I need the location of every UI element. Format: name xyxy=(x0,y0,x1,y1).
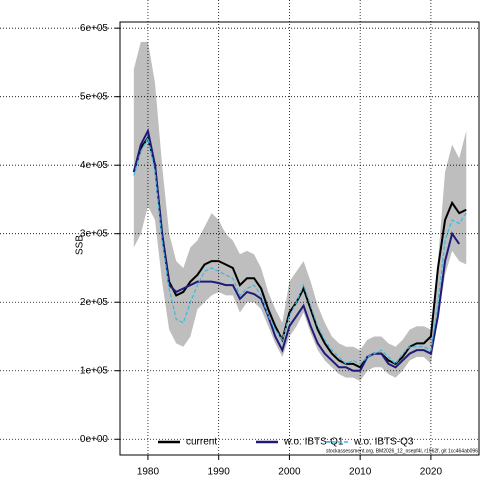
x-tick-label: 2010 xyxy=(349,467,372,478)
y-tick-label: 2e+05 xyxy=(80,297,109,308)
y-tick-label: 3e+05 xyxy=(80,228,109,239)
x-tick-label: 1990 xyxy=(208,467,231,478)
y-tick-label: 0e+00 xyxy=(80,434,109,445)
y-tick-label: 4e+05 xyxy=(80,160,109,171)
x-tick-label: 2000 xyxy=(278,467,301,478)
x-tick-label: 2020 xyxy=(420,467,443,478)
y-tick-label: 5e+05 xyxy=(80,91,109,102)
plot-frame xyxy=(120,22,479,455)
x-tick-label: 1980 xyxy=(137,467,160,478)
legend-label: current xyxy=(186,437,217,448)
confidence-band xyxy=(134,42,466,381)
y-tick-label: 6e+05 xyxy=(80,23,109,34)
y-tick-label: 1e+05 xyxy=(80,365,109,376)
footnote: stockassessment.org, BM2026_12_nsepf4l, … xyxy=(326,448,478,454)
legend-label: w.o. IBTS-Q3 xyxy=(353,437,414,448)
chart: SSB stockassessment.org, BM2026_12_nsepf… xyxy=(0,0,480,480)
